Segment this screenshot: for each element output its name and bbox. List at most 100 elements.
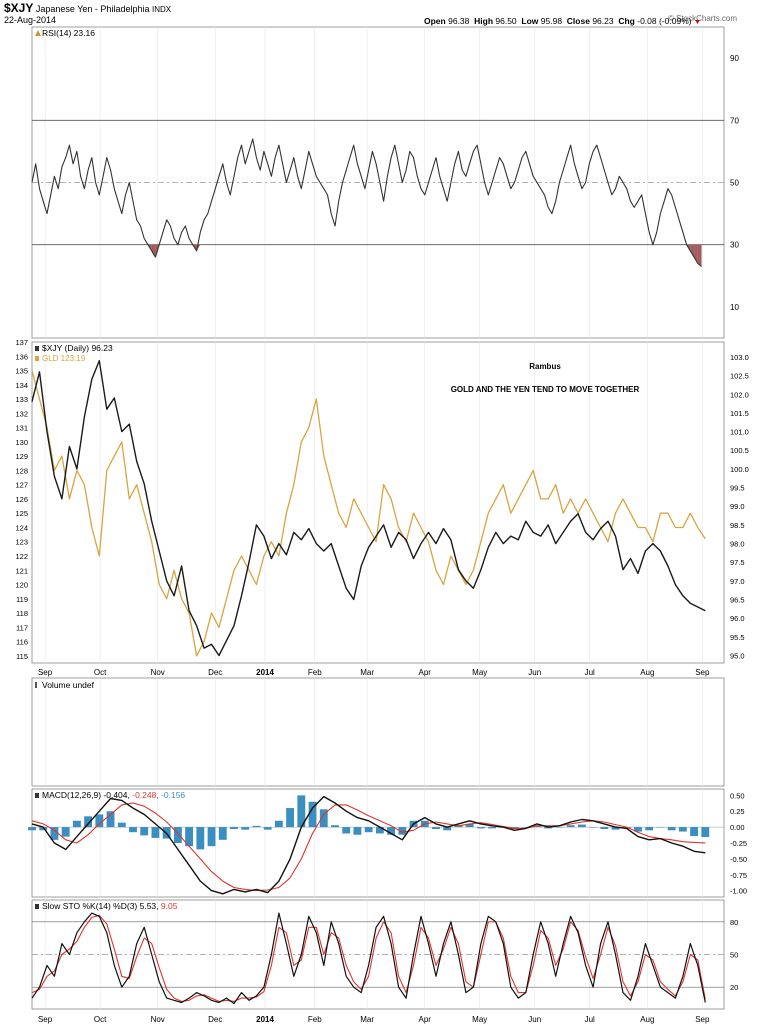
down-arrow-icon: ▼	[693, 19, 701, 26]
rsi-label: RSI(14) 23.16	[42, 28, 95, 38]
macd-histogram-bar	[185, 827, 194, 847]
x-tick-label-price: Dec	[208, 668, 222, 677]
macd-histogram-bar	[117, 822, 126, 828]
price-right-tick: 102.5	[730, 372, 749, 381]
price-left-tick: 130	[15, 438, 28, 447]
yen-price-line	[31, 360, 706, 657]
x-tick-label-bottom: Dec	[208, 1015, 222, 1024]
price-left-tick: 121	[15, 566, 28, 575]
price-left-tick: 127	[15, 481, 28, 490]
macd-histogram-bar	[218, 827, 227, 840]
price-right-tick: 103.0	[730, 353, 749, 362]
price-right-tick: 98.5	[730, 521, 745, 530]
macd-histogram-bar	[151, 827, 160, 838]
x-tick-label-bottom: Jun	[528, 1015, 541, 1024]
macd-histogram-bar	[252, 825, 261, 828]
x-tick-label-price: Jul	[585, 668, 595, 677]
macd-y-tick: 0.25	[730, 807, 745, 816]
panel-frame-vol	[31, 677, 725, 787]
close-label: Close	[566, 16, 590, 26]
rsi-y-tick: 70	[730, 116, 739, 125]
macd-histogram-bar	[488, 827, 497, 829]
price-left-tick: 137	[15, 338, 28, 347]
price-legend-icon	[35, 346, 39, 351]
x-tick-label-price: Nov	[151, 668, 165, 677]
x-tick-label-price: Jun	[528, 668, 541, 677]
chg-value: -0.08 (-0.09%)	[637, 16, 692, 26]
price-right-tick: 102.0	[730, 390, 749, 399]
macd-histogram-bar	[28, 827, 36, 831]
macd-histogram-bar	[375, 827, 384, 834]
sto-y-tick: 20	[730, 983, 738, 992]
macd-label: MACD(12,26,9) -0.404, -0.248, -0.156	[42, 790, 185, 800]
x-tick-label-price: 2014	[256, 668, 274, 677]
high-value: 96.50	[495, 16, 517, 26]
macd-histogram-bar	[465, 823, 474, 828]
rsi-y-tick: 50	[730, 179, 739, 188]
macd-histogram-bar	[364, 827, 373, 833]
price-left-tick: 135	[15, 367, 28, 376]
macd-y-tick: -0.50	[730, 855, 747, 864]
x-tick-label-bottom: Sep	[38, 1015, 53, 1024]
x-tick-label-bottom: Sep	[695, 1015, 710, 1024]
x-tick-label-bottom: Jul	[585, 1015, 595, 1024]
sto-y-tick: 50	[730, 951, 738, 960]
sto-k-line	[31, 912, 706, 1005]
rsi-y-tick: 10	[730, 303, 739, 312]
macd-histogram-bar	[555, 827, 564, 828]
macd-y-tick: -0.25	[730, 839, 747, 848]
price-left-tick: 131	[15, 424, 28, 433]
x-tick-label-bottom: Nov	[151, 1015, 165, 1024]
price-right-tick: 95.5	[730, 633, 745, 642]
low-value: 95.98	[540, 16, 563, 26]
macd-histogram-bar	[589, 827, 598, 828]
price-right-tick: 98.0	[730, 540, 745, 549]
x-tick-label-bottom: Aug	[640, 1015, 654, 1024]
price-right-tick: 95.0	[730, 652, 745, 661]
ohlc-readout: Open 96.38 High 96.50 Low 95.98 Close 96…	[424, 16, 701, 26]
macd-line	[31, 795, 706, 895]
x-tick-label-price: Aug	[640, 668, 654, 677]
x-tick-label-bottom: 2014	[256, 1015, 274, 1024]
price-left-tick: 132	[15, 409, 28, 418]
macd-histogram-bar	[387, 827, 396, 835]
x-tick-label-price: May	[472, 668, 487, 677]
price-right-tick: 99.0	[730, 502, 745, 511]
sto-y-tick: 80	[730, 918, 738, 927]
macd-histogram-bar	[645, 827, 654, 831]
macd-histogram-bar	[690, 827, 699, 837]
macd-y-tick: 0.50	[730, 791, 745, 800]
price-right-tick: 100.5	[730, 446, 749, 455]
macd-histogram-bar	[611, 827, 620, 830]
price-right-tick: 100.0	[730, 465, 749, 474]
macd-histogram-bar	[432, 827, 440, 830]
chart-date: 22-Aug-2014	[4, 15, 57, 25]
price-left-tick: 133	[15, 395, 28, 404]
sto-k-value: Slow STO %K(14) %D(3) 5.53,	[42, 901, 161, 911]
macd-histogram-bar	[72, 820, 81, 828]
x-tick-label-bottom: Mar	[360, 1015, 374, 1024]
macd-histogram-bar	[398, 827, 407, 835]
symbol: $XJY	[4, 1, 34, 15]
high-label: High	[474, 16, 494, 26]
macd-histogram-bar	[230, 827, 238, 830]
instrument-name: Japanese Yen - Philadelphia	[35, 4, 150, 14]
rsi-warning-icon	[35, 30, 41, 36]
panel-frame-macd	[31, 788, 725, 898]
macd-signal-value: -0.248,	[132, 790, 161, 800]
macd-histogram-bar	[600, 827, 609, 830]
macd-histogram-bar	[521, 827, 530, 828]
x-tick-label-bottom: Feb	[308, 1015, 322, 1024]
x-tick-label-price: Sep	[695, 668, 710, 677]
price-left-tick: 119	[16, 595, 28, 604]
volume-label: Volume undef	[42, 680, 95, 690]
macd-histogram-bar	[95, 814, 104, 828]
x-tick-label-bottom: Oct	[94, 1015, 107, 1024]
price-right-tick: 101.0	[730, 428, 749, 437]
x-tick-label-price: Apr	[419, 668, 432, 677]
exchange: INDX	[152, 5, 172, 14]
macd-histogram-bar	[84, 816, 93, 828]
x-tick-label-price: Feb	[308, 668, 322, 677]
